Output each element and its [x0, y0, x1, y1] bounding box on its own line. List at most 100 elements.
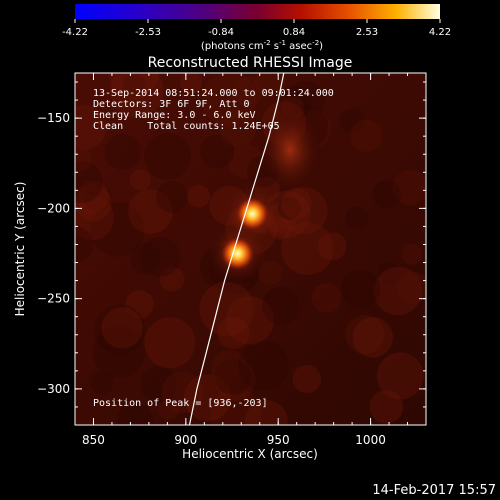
noise-blob — [75, 104, 107, 151]
noise-blob — [159, 266, 185, 292]
x-tick-label: 850 — [82, 433, 105, 447]
noise-blob — [253, 73, 286, 98]
y-tick-label: −300 — [37, 382, 70, 396]
noise-blob — [122, 74, 146, 98]
x-tick-label: 1000 — [355, 433, 386, 447]
plot-title: Reconstructed RHESSI Image — [148, 55, 353, 71]
noise-blob — [75, 147, 92, 172]
noise-blob — [144, 132, 192, 180]
noise-blob — [75, 195, 114, 241]
noise-blob — [373, 266, 423, 316]
colorbar-tick-labels: -4.22 -2.53 -0.84 0.84 2.53 4.22 — [62, 27, 451, 38]
noise-blob — [352, 317, 394, 358]
noise-blob — [217, 316, 250, 350]
noise-blob — [116, 401, 153, 425]
noise-blob — [392, 169, 426, 206]
noise-blob — [200, 134, 235, 169]
noise-blob — [345, 315, 385, 355]
solar-limb-line — [188, 73, 285, 425]
x-axis-label: Heliocentric X (arcsec) — [182, 447, 318, 461]
y-tick-label: −200 — [37, 201, 70, 215]
noise-blob — [129, 169, 151, 191]
noise-blob — [128, 189, 173, 234]
noise-blob — [199, 281, 255, 337]
noise-blob — [209, 387, 262, 425]
noise-blob — [184, 374, 232, 422]
noise-blob — [76, 180, 110, 214]
noise-blob — [276, 86, 312, 121]
noise-blob — [280, 187, 328, 235]
colorbar-tick-label: -4.22 — [62, 27, 88, 38]
noise-blob — [218, 109, 257, 147]
info-detectors: Detectors: 3F 6F 9F, Att 0 — [93, 99, 250, 110]
y-axis-label: Heliocentric Y (arcsec) — [13, 182, 27, 317]
noise-blob — [75, 184, 112, 222]
noise-blob — [156, 181, 188, 213]
noise-blob — [286, 80, 325, 119]
noise-blob — [214, 359, 251, 396]
noise-blob — [90, 202, 145, 257]
y-tick-label: −250 — [37, 292, 70, 306]
noise-blob — [345, 206, 369, 230]
noise-blob — [139, 236, 181, 277]
xray-sources — [207, 183, 283, 284]
colorbar-tick-label: -2.53 — [135, 27, 161, 38]
noise-blob — [187, 184, 210, 208]
noise-blob — [75, 226, 94, 263]
noise-blob — [108, 73, 159, 100]
peak-position: Position of Peak = [936,-203] — [93, 398, 268, 409]
y-tick-label: −150 — [37, 111, 70, 125]
noise-blob — [233, 76, 264, 107]
noise-blob — [75, 160, 103, 204]
plot-frame — [74, 72, 427, 426]
noise-blob — [350, 119, 383, 152]
noise-blob — [377, 261, 401, 285]
colorbar-unit-label: (photons cm-2 s-1 asec-2) — [201, 39, 323, 52]
noise-blob — [280, 188, 312, 219]
noise-blob — [92, 326, 146, 379]
noise-blob — [227, 143, 263, 179]
noise-blob — [158, 399, 179, 420]
noise-blob — [101, 307, 143, 349]
image-area — [75, 73, 426, 425]
noise-blob — [104, 133, 141, 170]
noise-blob — [109, 73, 164, 118]
info-energy-range: Energy Range: 3.0 - 6.0 keV — [93, 110, 256, 121]
x-axis-ticks: 850 900 950 1000 — [82, 73, 409, 447]
x-tick-label: 950 — [267, 433, 290, 447]
colorbar-tick-label: 4.22 — [429, 27, 451, 38]
noise-blob — [94, 304, 145, 355]
colorbar-tick-label: -0.84 — [208, 27, 234, 38]
noise-blob — [125, 290, 154, 319]
colorbar — [75, 4, 440, 19]
noise-blob — [83, 184, 112, 213]
noise-blob — [261, 286, 300, 325]
noise-blob — [372, 179, 402, 209]
x-tick-label: 900 — [174, 433, 197, 447]
noise-blob — [214, 359, 256, 401]
noise-blob — [244, 400, 288, 425]
info-block: 13-Sep-2014 08:51:24.000 to 09:01:24.000… — [93, 88, 334, 409]
noise-blob — [292, 364, 321, 394]
noise-blob — [225, 296, 274, 345]
noise-blob — [202, 73, 258, 128]
noise-blob — [161, 371, 203, 414]
colorbar-ticks — [74, 19, 441, 23]
colorbar-tick-label: 2.53 — [356, 27, 378, 38]
noise-blob — [129, 243, 161, 275]
noise-blob — [376, 352, 424, 400]
noise-blob — [341, 269, 381, 309]
noise-blob — [396, 271, 426, 304]
noise-blob — [210, 350, 248, 387]
noise-blob — [401, 243, 423, 265]
y-axis-ticks: −150 −200 −250 −300 — [37, 81, 426, 426]
noise-blob — [281, 222, 334, 275]
info-time-range: 13-Sep-2014 08:51:24.000 to 09:01:24.000 — [93, 88, 334, 99]
info-clean-counts: Clean Total counts: 1.24E+05 — [93, 121, 280, 132]
upper-source — [235, 196, 270, 231]
diffuse-glow — [262, 112, 318, 188]
noise-blob — [339, 108, 366, 135]
noise-blob — [238, 340, 289, 391]
